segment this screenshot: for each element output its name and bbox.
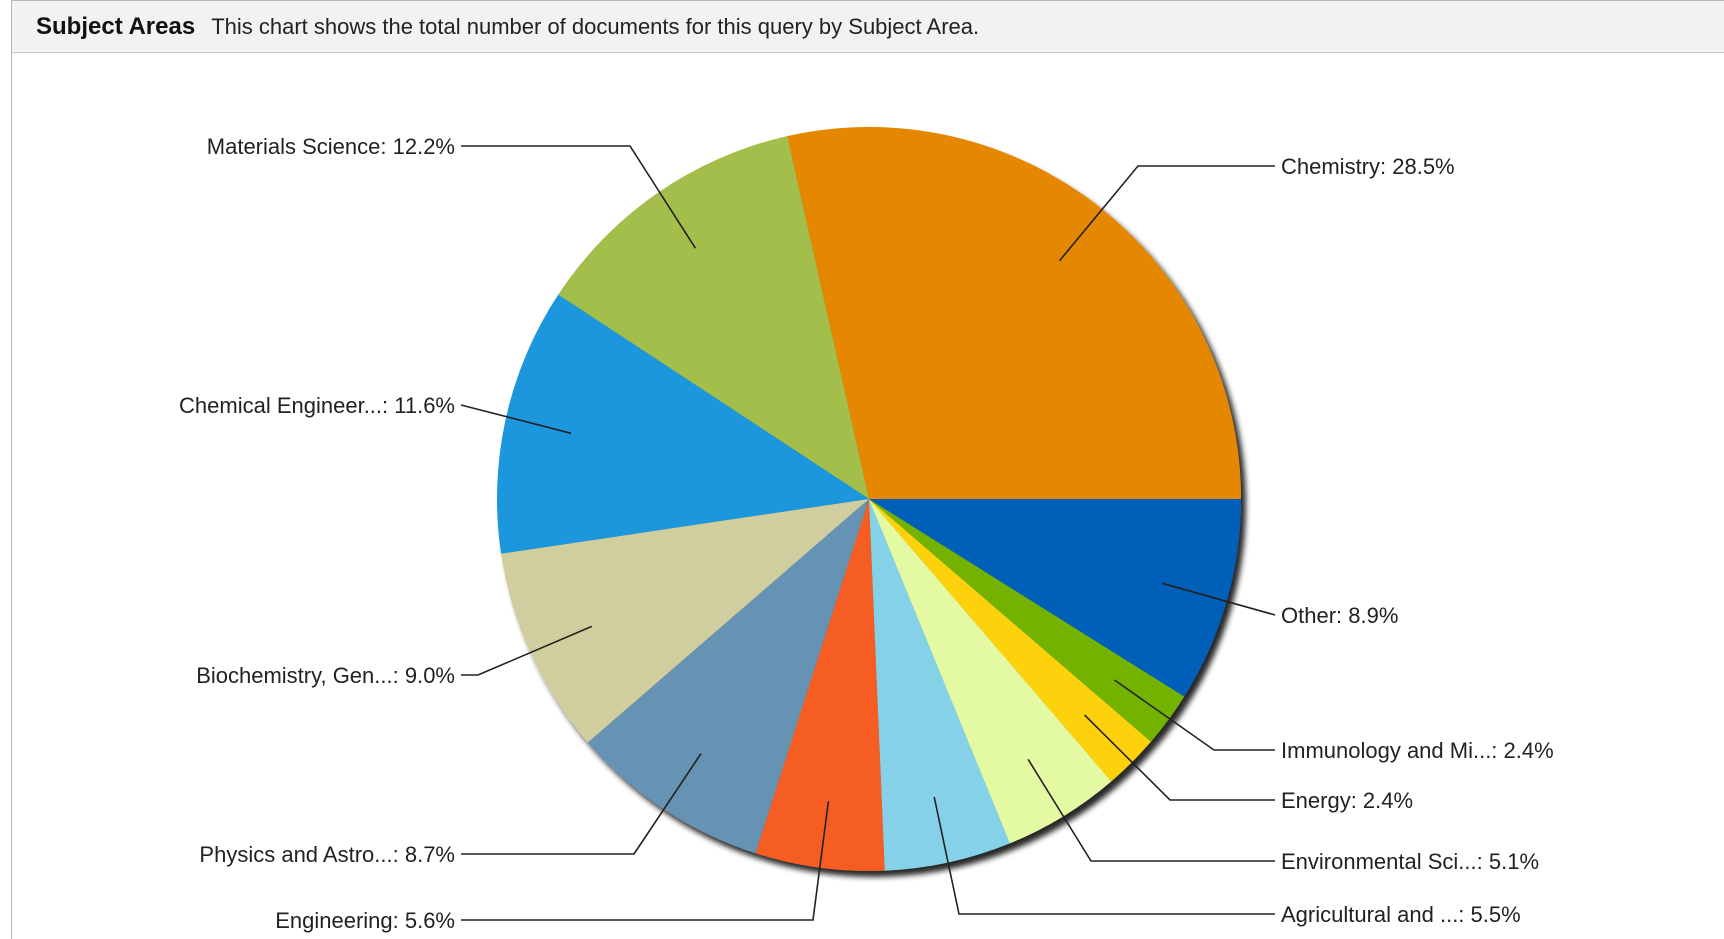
leader-line-chemical-engineer <box>460 404 572 435</box>
slice-label-energy: Energy: 2.4% <box>1281 788 1413 813</box>
pie-slices <box>497 127 1241 871</box>
slice-label-engineering: Engineering: 5.6% <box>275 908 455 933</box>
slice-label-chemical-engineer: Chemical Engineer...: 11.6% <box>179 393 455 418</box>
leader-line-biochemistry-gen <box>461 625 593 676</box>
panel-title: Subject Areas <box>36 12 196 40</box>
leader-line-environmental-sci <box>1027 758 1275 862</box>
pie-slice-chemical-engineer[interactable] <box>497 294 869 554</box>
slice-label-agricultural-and: Agricultural and ...: 5.5% <box>1281 902 1521 927</box>
slice-label-physics-and-astro: Physics and Astro...: 8.7% <box>199 842 455 867</box>
leader-lines <box>460 145 1276 921</box>
slice-label-chemistry: Chemistry: 28.5% <box>1281 154 1455 179</box>
pie-slice-physics-and-astro[interactable] <box>587 499 869 854</box>
slice-label-materials-science: Materials Science: 12.2% <box>207 134 455 159</box>
pie-slice-materials-science[interactable] <box>558 136 869 500</box>
slice-labels: Chemistry: 28.5% Materials Science: 12.2%… <box>179 134 1554 933</box>
leader-line-immunology-and-mi <box>1114 679 1275 751</box>
pie-slice-immunology-and-mi[interactable] <box>869 499 1185 742</box>
slice-label-other: Other: 8.9% <box>1281 603 1398 628</box>
leader-line-engineering <box>461 801 830 921</box>
leader-line-other <box>1161 582 1276 616</box>
pie-slice-agricultural-and[interactable] <box>869 499 1010 871</box>
leader-line-energy <box>1083 714 1275 801</box>
panel-description: This chart shows the total number of doc… <box>211 13 980 39</box>
pie-slice-biochemistry-gen[interactable] <box>501 499 869 743</box>
pie-slice-chemistry[interactable] <box>787 127 1241 499</box>
slice-label-biochemistry-gen: Biochemistry, Gen...: 9.0% <box>196 663 455 688</box>
leader-line-physics-and-astro <box>461 753 702 855</box>
pie-slice-energy[interactable] <box>869 499 1151 782</box>
pie-slice-other[interactable] <box>869 499 1241 697</box>
pie-slice-environmental-sci[interactable] <box>869 499 1112 844</box>
slice-label-environmental-sci: Environmental Sci...: 5.1% <box>1281 849 1539 874</box>
pie-slice-engineering[interactable] <box>755 499 885 871</box>
leader-line-chemistry <box>1058 165 1275 262</box>
slice-label-immunology-and-mi: Immunology and Mi...: 2.4% <box>1281 738 1554 763</box>
leader-line-materials-science <box>461 145 697 249</box>
leader-line-agricultural-and <box>933 796 1275 915</box>
panel-header: Subject Areas This chart shows the total… <box>12 1 1724 53</box>
